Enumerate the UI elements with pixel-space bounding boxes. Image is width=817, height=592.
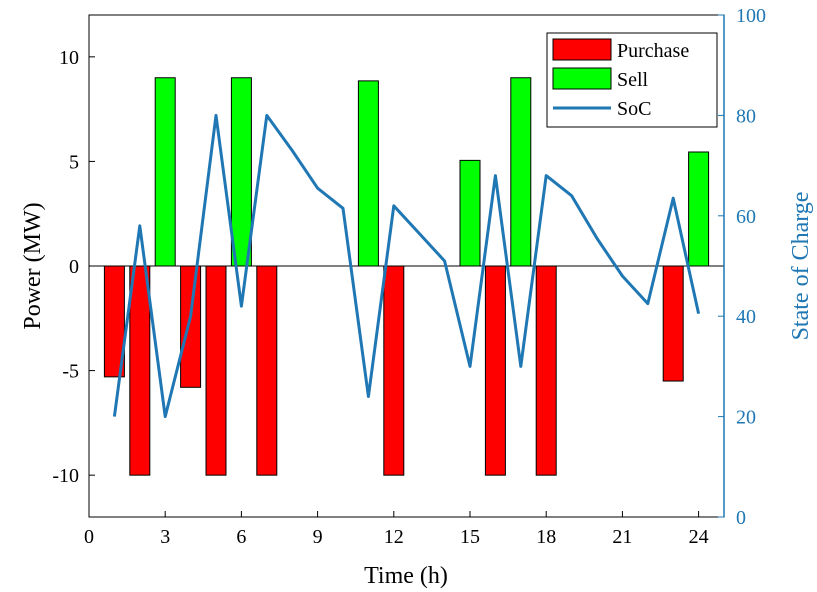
y2-tick-label-100: 100 bbox=[736, 5, 766, 27]
soc-line bbox=[112, 113, 701, 419]
sell-bar-17 bbox=[510, 77, 532, 267]
purchase-bar-18 bbox=[535, 265, 557, 476]
y-ticks: -10 -5 0 5 10 bbox=[52, 47, 95, 487]
x-ticks: 0 3 6 9 12 15 18 21 24 bbox=[84, 511, 709, 548]
x-tick-label-24: 24 bbox=[689, 526, 709, 548]
y2-tick-label-60: 60 bbox=[736, 206, 756, 228]
purchase-bar-23 bbox=[662, 265, 684, 382]
x-tick-label-6: 6 bbox=[236, 526, 246, 548]
purchase-bar-4 bbox=[180, 265, 202, 388]
y2-ticks: 0 20 40 60 80 100 bbox=[718, 5, 766, 529]
x-tick-label-12: 12 bbox=[384, 526, 404, 548]
sell-bar-6 bbox=[230, 77, 252, 267]
y-axis-label: Power (MW) bbox=[20, 202, 46, 329]
legend: Purchase Sell SoC bbox=[546, 32, 718, 128]
y-tick-label-10: 10 bbox=[59, 47, 79, 69]
y2-axis-label: State of Charge bbox=[788, 192, 814, 341]
purchase-bar-2 bbox=[129, 265, 151, 476]
bars-layer bbox=[103, 77, 710, 476]
x-axis-label: Time (h) bbox=[364, 563, 448, 589]
y2-tick-label-0: 0 bbox=[736, 507, 746, 529]
legend-label-purchase: Purchase bbox=[617, 40, 689, 62]
y-tick-label-5: 5 bbox=[69, 151, 79, 173]
y-tick-label--10: -10 bbox=[52, 465, 79, 487]
purchase-bar-16 bbox=[484, 265, 506, 476]
sell-bar-24 bbox=[688, 151, 710, 267]
sell-bar-3 bbox=[154, 77, 176, 267]
legend-label-soc: SoC bbox=[617, 98, 651, 120]
y2-tick-label-80: 80 bbox=[736, 105, 756, 127]
purchase-bar-12 bbox=[383, 265, 405, 476]
x-tick-label-9: 9 bbox=[313, 526, 323, 548]
sell-bar-11 bbox=[357, 80, 379, 267]
x-tick-label-18: 18 bbox=[536, 526, 556, 548]
purchase-bar-5 bbox=[205, 265, 227, 476]
x-tick-label-21: 21 bbox=[612, 526, 632, 548]
x-tick-label-3: 3 bbox=[160, 526, 170, 548]
legend-label-sell: Sell bbox=[617, 69, 649, 91]
y-tick-label--5: -5 bbox=[62, 361, 79, 383]
legend-swatch-purchase bbox=[552, 38, 612, 61]
legend-swatch-sell bbox=[552, 67, 612, 90]
x-tick-label-0: 0 bbox=[84, 526, 94, 548]
y2-tick-label-20: 20 bbox=[736, 407, 756, 429]
sell-bar-15 bbox=[459, 159, 481, 267]
y2-tick-label-40: 40 bbox=[736, 306, 756, 328]
purchase-bar-7 bbox=[256, 265, 278, 476]
x-tick-label-15: 15 bbox=[460, 526, 480, 548]
y-tick-label-0: 0 bbox=[69, 256, 79, 278]
